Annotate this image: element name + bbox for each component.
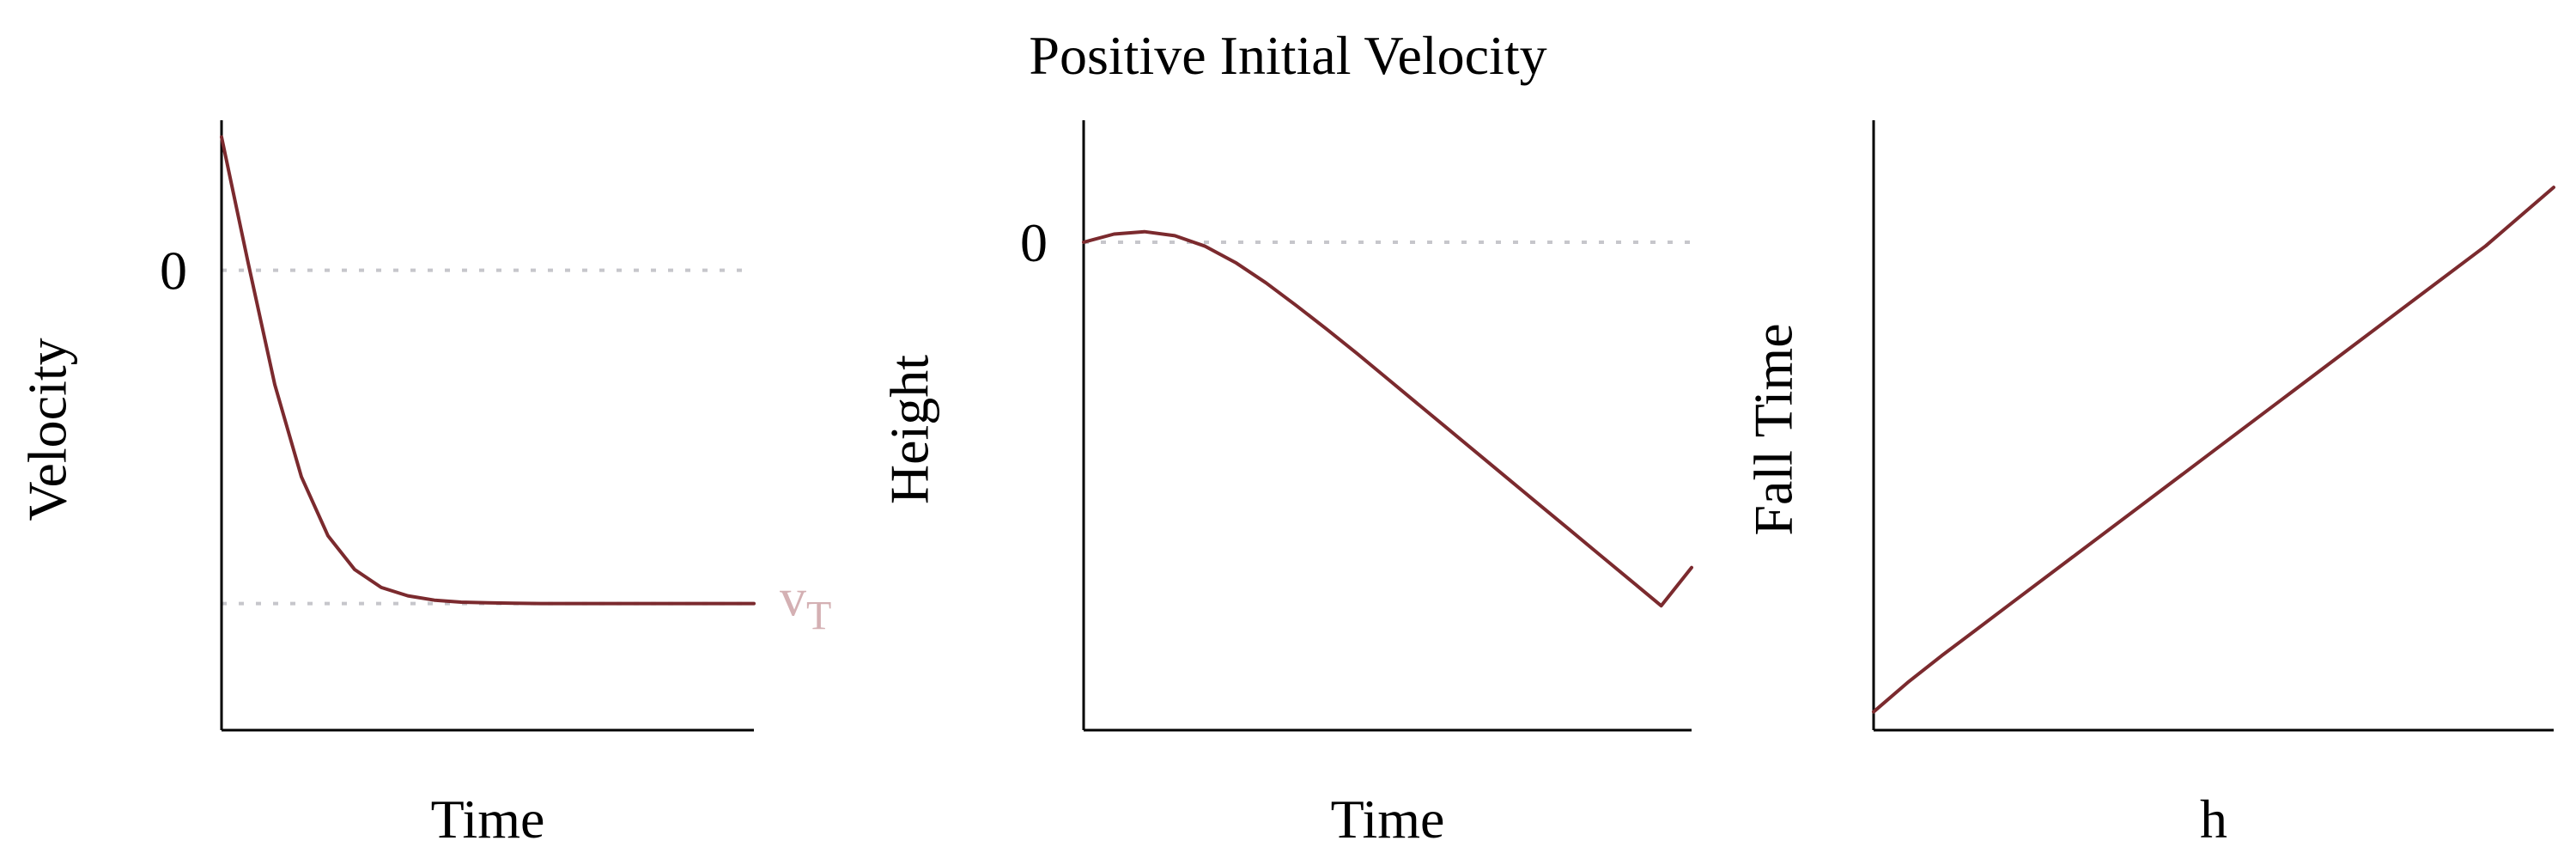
velocity-series-line-0 [220, 135, 756, 606]
terminal-velocity-symbol: v [780, 570, 806, 628]
fall-time-y-axis-label: Fall Time [1743, 323, 1804, 535]
terminal-velocity-label: vT [780, 570, 831, 639]
velocity-y-axis-label: Velocity [17, 338, 78, 521]
height-x-axis-label: Time [1331, 789, 1445, 850]
height-axes [1082, 120, 1692, 732]
velocity-panel: 0 Time Velocity vT [17, 120, 831, 850]
figure-title: Positive Initial Velocity [1029, 25, 1546, 86]
fall-time-axes [1872, 120, 2554, 732]
velocity-axes [220, 120, 754, 732]
velocity-series [220, 135, 756, 606]
height-series [1082, 229, 1693, 608]
height-panel: 0 Time Height [879, 120, 1693, 850]
velocity-x-axis-label: Time [431, 789, 545, 850]
height-y-axis-label: Height [879, 355, 940, 504]
fall-time-panel: h Fall Time [1743, 120, 2555, 850]
height-series-line-0 [1082, 229, 1693, 608]
fall-time-x-axis-label: h [2200, 789, 2227, 850]
terminal-velocity-subscript: T [806, 594, 831, 639]
velocity-reference-lines [222, 268, 754, 606]
velocity-y-tick-label: 0 [160, 241, 187, 302]
fall-time-series [1872, 186, 2555, 714]
fall-time-series-line-0 [1872, 186, 2555, 714]
height-y-tick-label: 0 [1020, 212, 1048, 273]
